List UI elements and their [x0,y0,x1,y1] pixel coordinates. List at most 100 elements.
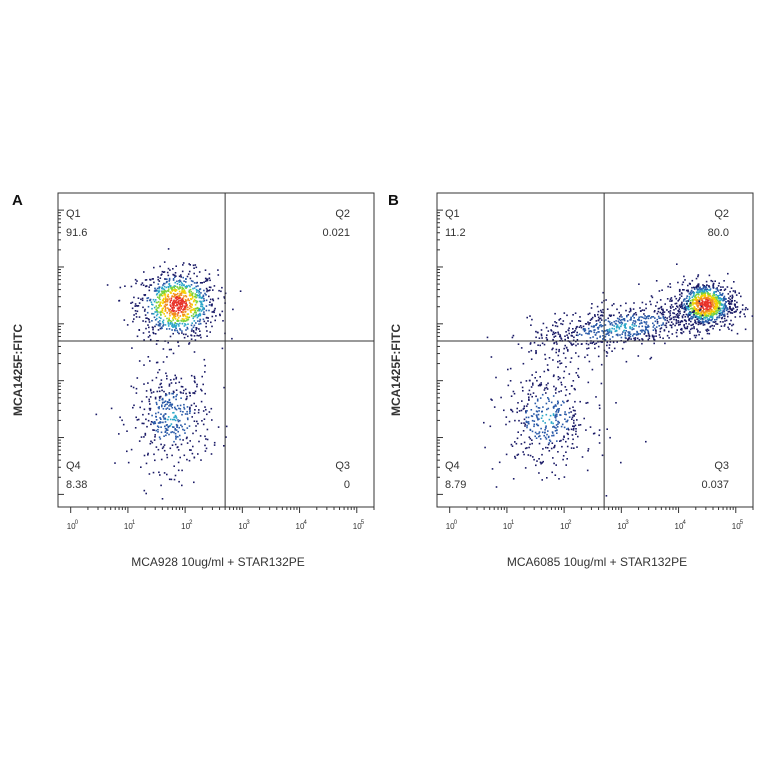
event-dot [647,338,650,341]
event-dot [717,297,720,299]
event-dot [158,390,161,393]
event-dot [626,320,629,322]
x-tick-exponent: 4 [683,520,687,526]
event-dot [559,335,561,338]
event-dot [646,335,648,337]
event-dot [156,292,159,295]
event-dot [147,297,150,299]
event-dot [670,300,673,302]
event-dot [178,275,181,278]
event-dot [563,370,566,373]
event-dot [719,307,721,310]
event-dot [575,328,577,330]
event-dot [616,308,618,311]
event-dot [635,313,638,316]
event-dot [647,330,649,333]
event-dot [554,312,556,315]
event-dot [673,309,675,311]
event-dot [721,304,723,306]
event-dot [734,300,736,302]
event-dot [693,288,696,290]
event-dot [607,317,609,320]
event-dot [700,313,703,316]
event-dot [655,326,658,328]
event-dot [714,291,716,293]
event-dot [172,300,175,302]
event-dot [163,472,166,474]
event-dot [563,312,566,314]
event-dot [589,319,592,321]
event-dot [165,286,168,289]
event-dot [588,323,590,326]
event-dot [565,331,567,333]
event-dot [689,291,692,294]
event-dot [187,298,190,300]
event-dot [167,341,169,344]
event-dot [558,360,561,362]
event-dot [181,284,183,287]
event-dot [157,431,159,433]
event-dot [522,362,525,365]
event-dot [193,375,196,378]
event-dot [514,419,516,422]
event-dot [190,311,192,314]
event-dot [167,418,169,421]
event-dot [628,331,631,333]
event-dot [548,418,551,421]
event-dot [707,312,709,314]
event-dot [547,443,550,446]
event-dot [703,290,706,292]
event-dot [601,325,604,327]
event-dot [688,298,690,301]
event-dot [170,403,172,406]
event-dot [182,262,185,264]
event-dot [729,290,731,293]
event-dot [550,447,553,450]
event-dot [162,288,164,290]
event-dot [669,283,671,285]
event-dot [593,329,595,331]
event-dot [491,399,493,401]
event-dot [619,322,621,324]
event-dot [589,322,591,324]
x-axis-label: MCA6085 10ug/ml + STAR132PE [507,555,687,569]
event-dot [174,290,177,292]
event-dot [509,367,512,370]
event-dot [158,399,161,402]
event-dot [694,310,697,312]
event-dot [167,288,170,290]
event-dot [618,318,621,320]
event-dot [703,308,705,311]
event-dot [715,294,717,296]
event-dot [741,308,744,311]
event-dot [192,392,194,394]
event-dot [179,419,181,422]
event-dot [144,294,147,296]
event-dot [552,422,554,425]
quadrant-value-q4: 8.79 [445,479,466,491]
event-dot [157,276,159,278]
event-dot [700,297,703,300]
event-dot [507,384,510,387]
event-dot [179,438,181,441]
event-dot [563,476,566,478]
event-dot [198,313,200,316]
event-dot [722,315,725,317]
event-dot [572,314,574,316]
event-dot [173,478,176,481]
event-dot [623,324,626,327]
event-dot [143,489,146,492]
event-dot [183,302,185,304]
event-dot [538,442,541,445]
event-dot [162,324,165,326]
event-dot [194,377,196,380]
x-tick-exponent: 4 [304,520,308,526]
event-dot [176,320,178,322]
event-dot [143,364,145,366]
event-dot [137,297,140,299]
event-dot [166,375,168,377]
event-dot [541,431,544,434]
event-dot [718,302,721,305]
event-dot [727,272,729,275]
event-dot [196,307,199,310]
